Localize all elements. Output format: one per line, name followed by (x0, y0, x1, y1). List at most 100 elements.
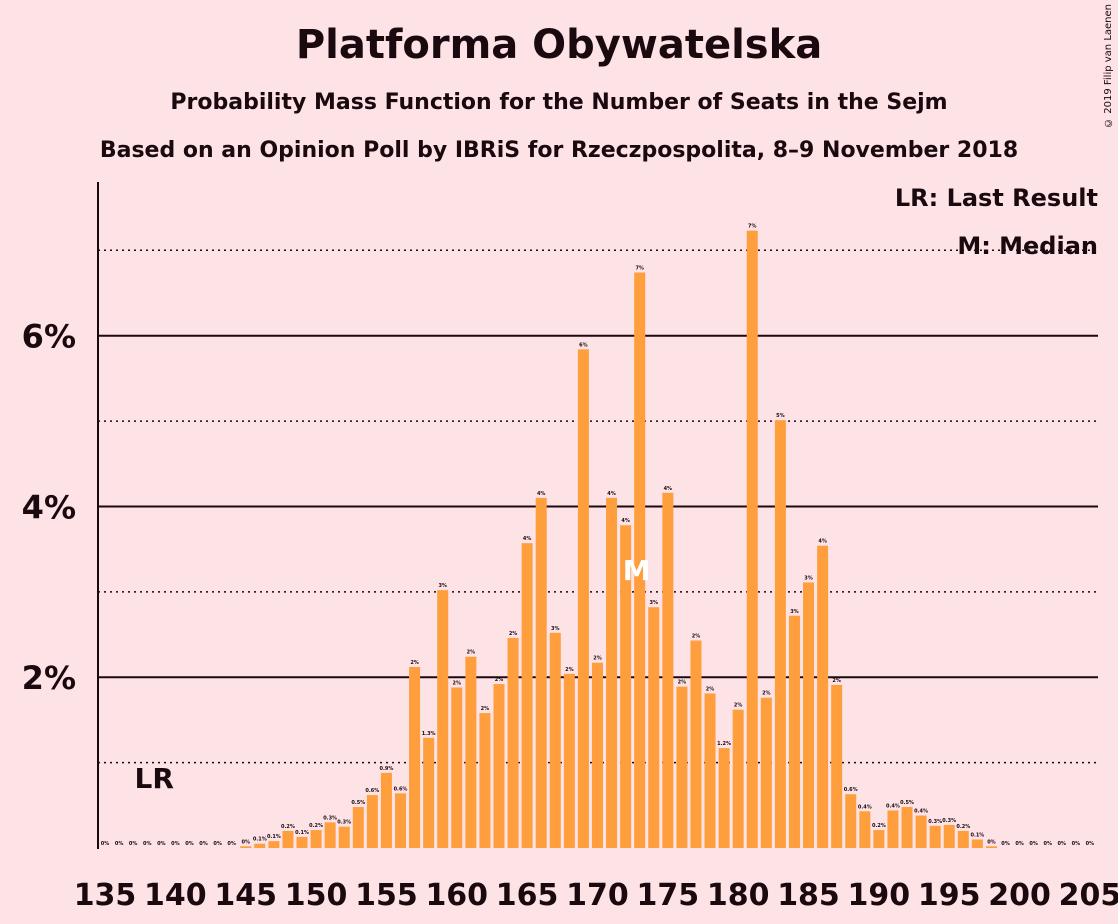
bar (409, 666, 421, 848)
bar-value-label: 2% (593, 656, 602, 662)
bar-value-label: 0.3% (323, 815, 337, 821)
bar-value-label: 2% (762, 691, 771, 697)
bar (817, 545, 829, 848)
bar (732, 709, 744, 848)
bar (901, 807, 913, 848)
bar-value-label: 5% (776, 413, 785, 419)
bar (985, 846, 997, 848)
bar (380, 772, 392, 848)
bar-value-label: 0% (129, 841, 138, 847)
bar-value-label: 0.3% (928, 819, 942, 825)
bar-value-label: 0% (1001, 841, 1010, 847)
bar-value-label: 0.1% (253, 837, 267, 843)
bar (929, 825, 941, 848)
bar (423, 737, 435, 848)
bar-value-label: 0.3% (942, 818, 956, 824)
bar-value-label: 4% (607, 491, 616, 497)
x-tick-label: 190 (848, 878, 911, 913)
x-tick-label: 200 (988, 878, 1051, 913)
bar-value-label: 0% (199, 841, 208, 847)
bar-value-label: 2% (495, 677, 504, 683)
bar (493, 684, 505, 848)
bar-value-label: 4% (664, 486, 673, 492)
bar-value-label: 0% (1043, 841, 1052, 847)
bar (310, 830, 322, 848)
bar (591, 662, 603, 848)
bar-value-label: 0% (171, 841, 180, 847)
bar (268, 841, 280, 848)
bar-value-label: 2% (734, 703, 743, 709)
bar (254, 843, 266, 848)
bar (676, 686, 688, 848)
bar-value-label: 2% (692, 634, 701, 640)
bar-value-label: 6% (579, 342, 588, 348)
bar (648, 607, 660, 848)
bar-value-label: 2% (832, 678, 841, 684)
bar (634, 272, 646, 848)
bar (535, 497, 547, 848)
bar (760, 697, 772, 848)
bar-value-label: 2% (410, 660, 419, 666)
bar-value-label: 4% (523, 536, 532, 542)
y-tick-label: 6% (22, 318, 76, 356)
bar-value-label: 0.5% (900, 800, 914, 806)
bar-value-label: 0% (1086, 841, 1095, 847)
bar-value-label: 2% (706, 686, 715, 692)
bar (521, 543, 533, 848)
bar-value-label: 0% (115, 841, 124, 847)
bar-value-label: 0% (1015, 841, 1024, 847)
bar-value-label: 0.4% (914, 809, 928, 815)
bar (718, 748, 730, 848)
x-tick-label: 140 (144, 878, 207, 913)
bar-value-label: 0% (1058, 841, 1067, 847)
bar (324, 822, 336, 848)
bar-value-label: 0.2% (872, 823, 886, 829)
bar (577, 349, 589, 848)
bar (746, 230, 758, 848)
bar (507, 637, 519, 848)
bar (831, 684, 843, 848)
bar (690, 640, 702, 848)
bar-value-label: 3% (438, 583, 447, 589)
bar-value-label: 1.2% (717, 741, 731, 747)
bar-value-label: 0% (227, 841, 236, 847)
bar (957, 830, 969, 848)
chart-source: Based on an Opinion Poll by IBRiS for Rz… (99, 138, 1019, 163)
bar-value-label: 0% (185, 841, 194, 847)
bar-value-label: 7% (748, 224, 757, 230)
bar-value-label: 0.1% (267, 834, 281, 840)
bar (366, 795, 378, 848)
bar (395, 793, 407, 848)
bar (774, 420, 786, 848)
bar (873, 830, 885, 848)
bar-value-label: 2% (678, 680, 687, 686)
bar-value-label: 3% (790, 609, 799, 615)
bar-value-label: 0.9% (379, 766, 393, 772)
bar (240, 846, 252, 848)
last-result-marker: LR (135, 762, 174, 795)
x-tick-label: 155 (355, 878, 418, 913)
bar (859, 811, 871, 848)
bar-value-label: 1.3% (422, 731, 436, 737)
x-tick-label: 160 (425, 878, 488, 913)
x-tick-label: 175 (636, 878, 699, 913)
bar (803, 582, 815, 848)
x-tick-label: 185 (777, 878, 840, 913)
bar-value-label: 4% (818, 539, 827, 545)
bar (915, 815, 927, 848)
bar (479, 713, 491, 848)
bar-value-label: 0.1% (295, 830, 309, 836)
bar (788, 615, 800, 848)
y-tick-label: 4% (22, 488, 76, 526)
bar-value-label: 4% (621, 518, 630, 524)
x-tick-label: 170 (566, 878, 629, 913)
y-tick-label: 2% (22, 659, 76, 697)
bar (971, 839, 983, 848)
bar (606, 497, 618, 848)
bar-value-label: 0.4% (886, 803, 900, 809)
bar (437, 590, 449, 848)
bar (451, 687, 463, 848)
legend-median: M: Median (957, 232, 1098, 260)
bar-value-label: 0% (241, 839, 250, 845)
median-marker: M (623, 554, 651, 587)
